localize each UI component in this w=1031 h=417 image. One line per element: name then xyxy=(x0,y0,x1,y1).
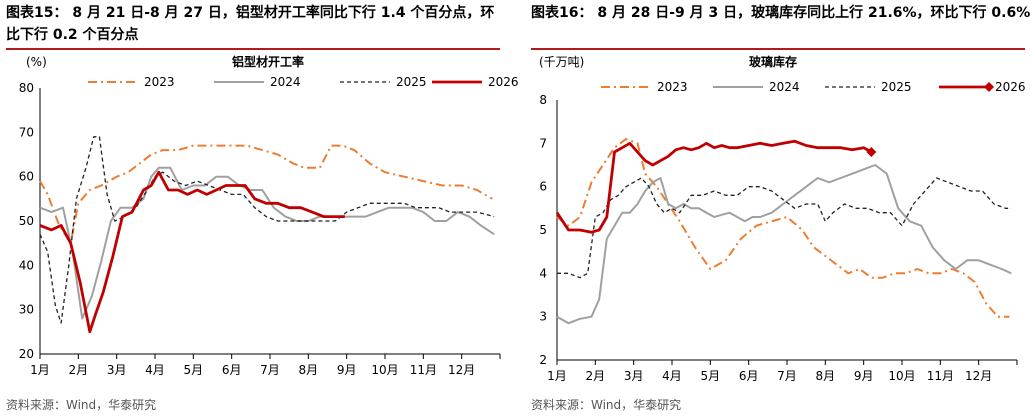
series-line-2025 xyxy=(39,136,495,324)
legend-label: 2026 xyxy=(488,75,519,89)
series-line-2023 xyxy=(556,138,1010,318)
x-tick-label: 3月 xyxy=(107,363,127,377)
figure-heading: 图表15： 8 月 21 日-8 月 27 日，铝型材开工率同比下行 1.4 个… xyxy=(6,5,495,43)
x-tick-label: 10月 xyxy=(371,363,398,377)
series-line-2023 xyxy=(39,144,493,245)
y-tick-label: 5 xyxy=(539,223,547,237)
x-tick-label: 8月 xyxy=(299,363,319,377)
source-note: 资料来源：Wind，华泰研究 xyxy=(531,398,682,412)
x-tick-label: 6月 xyxy=(222,363,242,377)
x-tick-label: 11月 xyxy=(927,369,954,383)
x-tick-label: 1月 xyxy=(547,369,567,383)
x-tick-label: 6月 xyxy=(739,369,759,383)
series-line-2024 xyxy=(39,166,495,320)
source-note: 资料来源：Wind，华泰研究 xyxy=(6,398,157,412)
x-tick-label: 5月 xyxy=(184,363,204,377)
chart-panel-aluminum: 图表15： 8 月 21 日-8 月 27 日，铝型材开工率同比下行 1.4 个… xyxy=(0,0,519,417)
x-tick-label: 7月 xyxy=(777,369,797,383)
chart-panel-glass: 图表16： 8 月 28 日-9 月 3 日，玻璃库存同比上行 21.6%，环比… xyxy=(525,0,1031,417)
x-tick-label: 2月 xyxy=(69,363,89,377)
x-tick-label: 1月 xyxy=(30,363,50,377)
legend-label: 2024 xyxy=(270,75,301,89)
y-tick-label: 8 xyxy=(539,93,547,107)
y-axis-unit-label: (%) xyxy=(26,55,47,69)
y-tick-label: 30 xyxy=(19,303,34,317)
x-tick-label: 11月 xyxy=(410,363,437,377)
x-tick-label: 8月 xyxy=(816,369,836,383)
x-tick-label: 9月 xyxy=(337,363,357,377)
y-tick-label: 70 xyxy=(19,125,34,139)
series-line-2026 xyxy=(39,170,345,334)
y-tick-label: 4 xyxy=(539,266,547,280)
x-tick-label: 3月 xyxy=(624,369,644,383)
legend-diamond-marker xyxy=(984,82,994,92)
y-axis-unit-label: (千万吨) xyxy=(539,55,584,69)
legend-label: 2025 xyxy=(881,80,912,94)
y-tick-label: 40 xyxy=(19,258,34,272)
heading-rule xyxy=(6,48,500,50)
y-tick-label: 50 xyxy=(19,214,34,228)
legend-label: 2023 xyxy=(144,75,175,89)
y-tick-label: 60 xyxy=(19,170,34,184)
x-tick-label: 12月 xyxy=(448,363,475,377)
series-line-2024 xyxy=(556,164,1012,325)
x-tick-label: 5月 xyxy=(701,369,721,383)
y-tick-label: 7 xyxy=(539,136,547,150)
y-tick-label: 20 xyxy=(19,347,34,361)
line-chart: 铝型材开工率 (%) 20 30 40 50 60 70 80 1月 2月 3月 4月 5月 6月 7月 8月 9… xyxy=(19,54,519,377)
legend-label: 2025 xyxy=(396,75,427,89)
y-tick-label: 2 xyxy=(539,353,547,367)
y-tick-label: 80 xyxy=(19,81,34,95)
series-end-diamond-marker xyxy=(866,147,877,157)
legend-label: 2023 xyxy=(657,80,688,94)
x-tick-label: 12月 xyxy=(965,369,992,383)
x-tick-label: 9月 xyxy=(854,369,874,383)
figure-heading: 图表16： 8 月 28 日-9 月 3 日，玻璃库存同比上行 21.6%，环比… xyxy=(531,5,1031,21)
line-chart: 玻璃库存 (千万吨) 2 3 4 5 6 7 8 1月 2月 3月 4月 5月 6月 7月 8月 9月 10月 11月… xyxy=(539,54,1026,383)
x-tick-label: 4月 xyxy=(145,363,165,377)
y-tick-label: 6 xyxy=(539,180,547,194)
y-tick-label: 3 xyxy=(539,310,547,324)
series-line-2025 xyxy=(557,177,1012,279)
chart-title: 玻璃库存 xyxy=(749,54,797,69)
x-tick-label: 2月 xyxy=(586,369,606,383)
x-tick-label: 10月 xyxy=(888,369,915,383)
x-tick-label: 4月 xyxy=(662,369,682,383)
legend-label: 2026 xyxy=(995,80,1026,94)
chart-title: 铝型材开工率 xyxy=(232,54,304,69)
heading-rule xyxy=(531,48,1025,50)
series-line-2026 xyxy=(555,139,872,234)
legend-label: 2024 xyxy=(769,80,800,94)
x-tick-label: 7月 xyxy=(260,363,280,377)
